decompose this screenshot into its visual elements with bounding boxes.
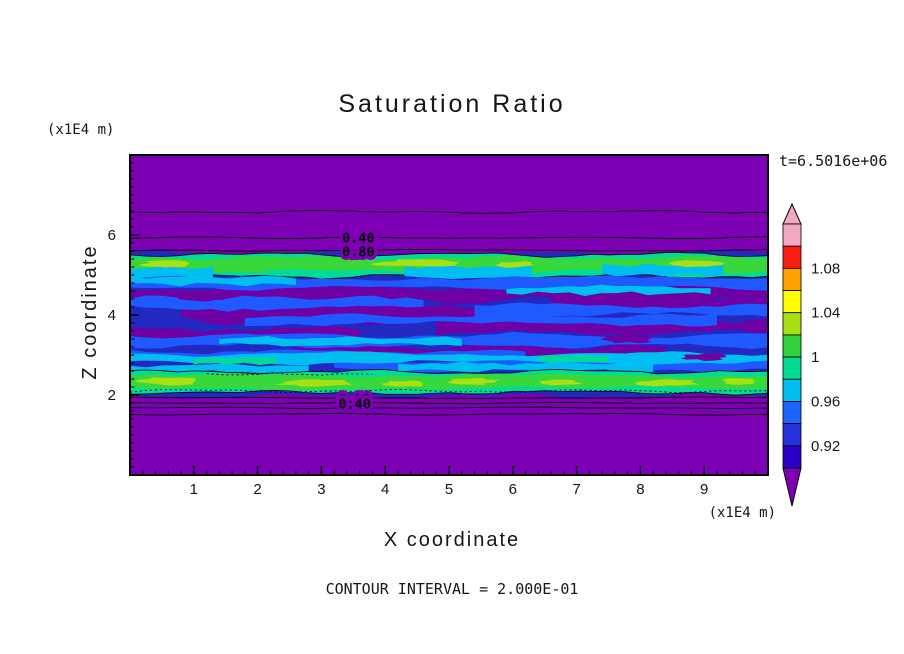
field-blob-yellowgreen <box>669 260 725 268</box>
plot-frame <box>129 154 769 476</box>
field-blob-yellowgreen <box>380 380 423 387</box>
contour-label: 0.80 <box>342 244 375 260</box>
field-blob-yellowgreen <box>135 377 197 386</box>
field-blob-purple2 <box>294 286 371 296</box>
colorbar-segment <box>782 445 802 469</box>
colorbar-label: 1.04 <box>811 305 840 322</box>
plot-title: Saturation Ratio <box>338 90 565 118</box>
y-axis-unit: (x1E4 m) <box>47 122 114 138</box>
x-tick-label: 2 <box>253 481 261 498</box>
colorbar-label: 0.96 <box>811 394 840 411</box>
field-ribbon-blue <box>474 302 768 318</box>
field-ribbon-cyan <box>602 263 724 277</box>
contour-interval-note: CONTOUR INTERVAL = 2.000E-01 <box>326 580 579 598</box>
field-blob-yellowgreen <box>635 379 701 387</box>
field-blob-purple2 <box>680 353 727 361</box>
x-tick-label: 3 <box>317 481 325 498</box>
field-blob-purple2 <box>600 334 654 344</box>
field-blob-yellowgreen <box>139 260 190 268</box>
field-ribbon-cyan <box>404 264 532 279</box>
colorbar-label: 1.08 <box>811 260 840 277</box>
colorbar-segment <box>782 356 802 380</box>
colorbar-segment <box>782 290 802 314</box>
field-blob-yellowgreen <box>369 259 460 267</box>
field-blob-yellowgreen <box>274 379 354 387</box>
field-blob-yellowgreen <box>447 377 501 385</box>
field-ribbon-cyan <box>398 361 654 373</box>
contour-label: 0.40 <box>342 230 375 246</box>
colorbar-segment <box>782 401 802 425</box>
y-tick-label: 4 <box>108 307 116 324</box>
field-ribbon-cyan <box>506 284 711 296</box>
y-tick-label: 2 <box>108 387 116 404</box>
contour-line <box>130 401 768 405</box>
colorbar-segment <box>782 312 802 336</box>
contour-line <box>130 406 768 409</box>
x-tick-label: 4 <box>381 481 389 498</box>
y-axis-label: Z coordinate <box>79 244 101 379</box>
contour-label: 0.80 <box>338 392 371 408</box>
field-ribbon-teal <box>538 355 609 363</box>
field-blob-yellowgreen <box>722 378 757 385</box>
x-axis-label: X coordinate <box>384 529 520 551</box>
colorbar-segment <box>782 378 802 402</box>
colorbar-segment <box>782 223 802 247</box>
colorbar-segment <box>782 334 802 358</box>
x-tick-label: 1 <box>190 481 198 498</box>
y-tick-label: 6 <box>108 227 116 244</box>
field-ribbon-blue <box>244 313 718 327</box>
field-blob-yellowgreen <box>496 261 534 268</box>
y-tick-labels: 2 4 6 <box>108 227 116 404</box>
contour-field: 0.400.800.800.40 <box>130 155 768 475</box>
colorbar-segment <box>782 423 802 447</box>
colorbar-segment <box>782 245 802 269</box>
colorbar-segment <box>782 267 802 291</box>
contour-line <box>130 388 768 394</box>
x-tick-label: 6 <box>509 481 517 498</box>
contour-line <box>130 396 768 399</box>
x-tick-label: 8 <box>636 481 644 498</box>
colorbar-under-arrow <box>782 467 802 507</box>
x-tick-label: 5 <box>445 481 453 498</box>
field-blob-yellowgreen <box>539 379 583 386</box>
colorbar-label: 0.92 <box>811 438 840 455</box>
x-tick-label: 7 <box>572 481 580 498</box>
colorbar: 1.08 1.04 1 0.96 0.92 <box>782 202 840 507</box>
contour-line <box>130 236 768 240</box>
contour-label: 0.40 <box>338 396 371 412</box>
field-ribbon-teal <box>193 357 277 365</box>
time-annotation: t=6.5016e+06 <box>779 152 887 170</box>
contour-line <box>130 248 768 252</box>
field-blob-purple2 <box>178 292 233 302</box>
contour-line <box>130 412 768 416</box>
contour-line <box>130 210 768 214</box>
field-ribbon-cyan <box>219 336 462 347</box>
x-axis-unit: (x1E4 m) <box>709 505 776 521</box>
field-ribbon-cyan <box>130 275 296 287</box>
x-tick-label: 9 <box>700 481 708 498</box>
x-tick-labels: 1 2 3 4 5 6 7 8 9 <box>190 481 709 498</box>
colorbar-label: 1 <box>811 349 819 366</box>
